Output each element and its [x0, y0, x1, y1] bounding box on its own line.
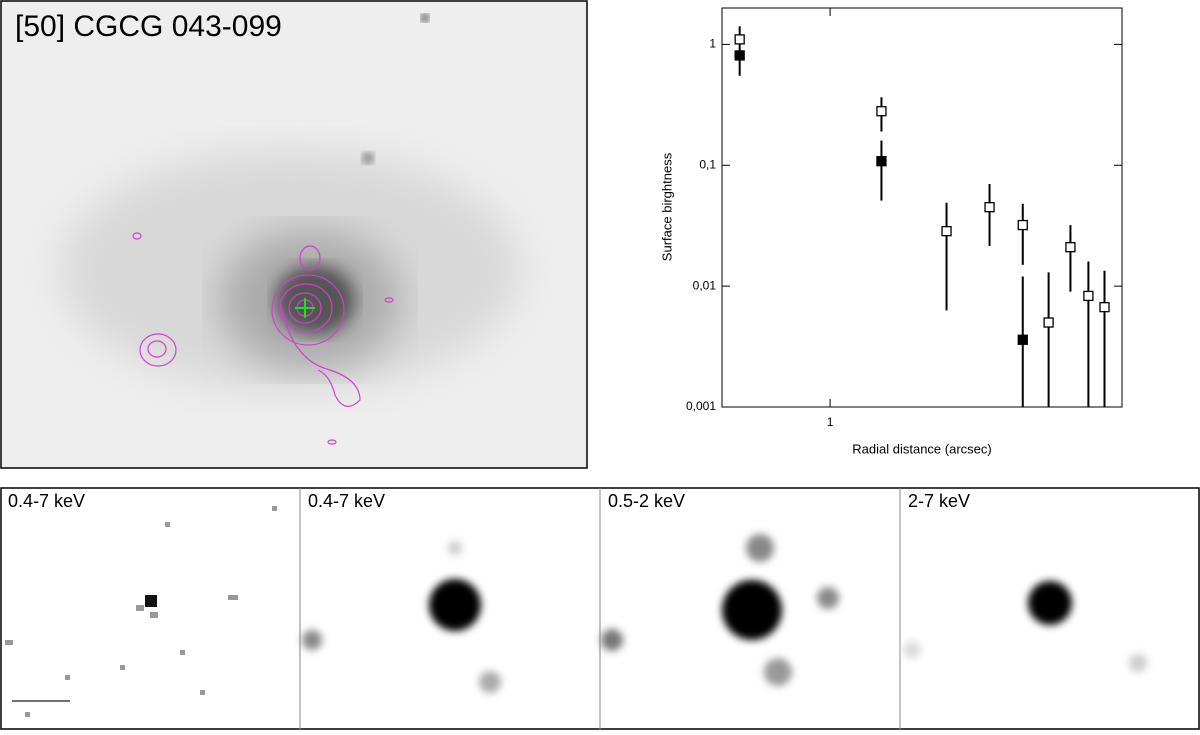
point [1083, 290, 1094, 302]
y-tick-label: 1 [709, 37, 716, 51]
point [734, 34, 745, 45]
point [1099, 302, 1110, 313]
plot-frame [721, 7, 1123, 408]
image-label: [50] CGCG 043-099 [15, 10, 282, 43]
xray-panels [0, 487, 1200, 730]
point [941, 226, 952, 237]
point [1043, 317, 1054, 328]
panel-label: 2-7 keV [908, 491, 970, 511]
y-axis-label: Surface birghtness [659, 152, 674, 261]
point [1017, 334, 1028, 345]
point [1017, 219, 1028, 231]
y-tick-label: 0,001 [686, 399, 716, 413]
panel-label: 0.4-7 keV [308, 491, 385, 511]
panel-label: 0.4-7 keV [8, 491, 85, 511]
y-tick-label: 0,1 [699, 157, 716, 171]
x-tick-label: 1 [827, 415, 834, 429]
point [876, 106, 887, 117]
panel-label: 0.5-2 keV [608, 491, 685, 511]
optical-image: [50] CGCG 043-099 [0, 0, 588, 469]
point [984, 202, 995, 213]
y-tick-label: 0,01 [693, 278, 717, 292]
x-axis-label: Radial distance (arcsec) [852, 441, 991, 456]
point [734, 50, 745, 61]
point [1065, 242, 1076, 253]
point [876, 156, 887, 167]
